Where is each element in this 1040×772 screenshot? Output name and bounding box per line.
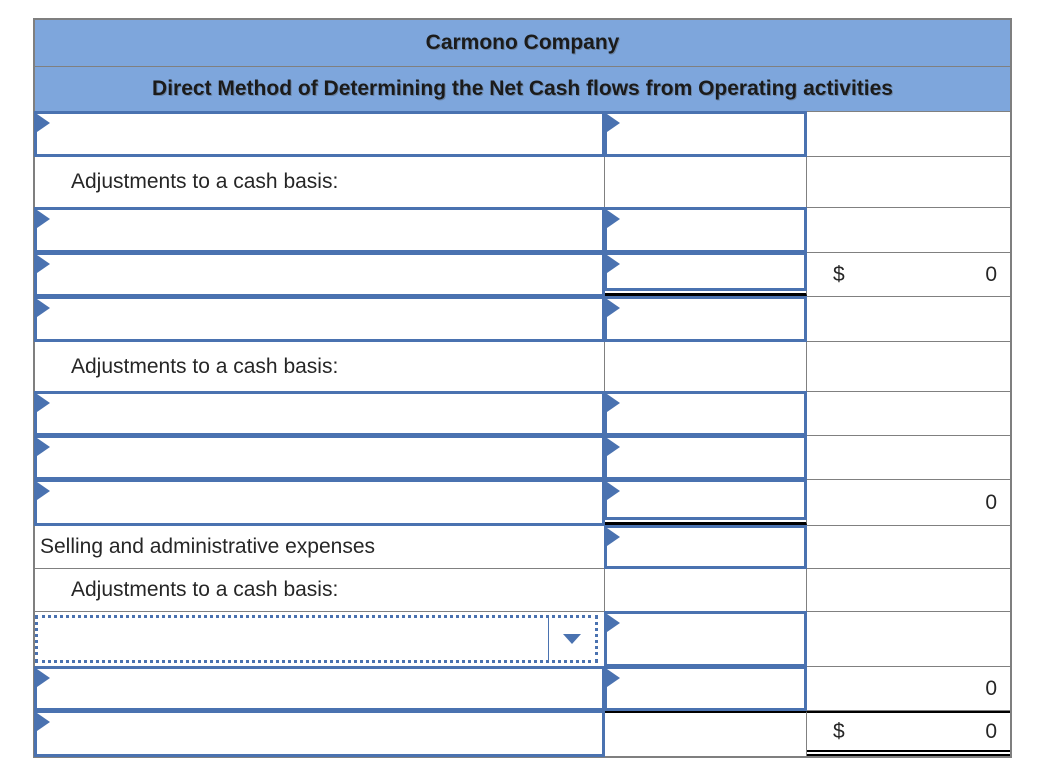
table-row: $ 0 <box>34 710 1010 757</box>
description-cell <box>34 666 605 711</box>
description-input[interactable] <box>34 252 605 297</box>
amount-input[interactable] <box>604 435 807 480</box>
net-total-cell: $ 0 <box>807 711 1010 756</box>
adjustments-label: Adjustments to a cash basis: <box>71 354 339 378</box>
total-cell <box>807 392 1010 435</box>
table-title-row: Carmono Company <box>35 20 1010 67</box>
description-cell <box>34 710 605 757</box>
total-amount: 0 <box>985 490 997 514</box>
section-label-cell: Adjustments to a cash basis: <box>35 342 605 391</box>
amount-cell <box>604 525 807 569</box>
amount-cell <box>604 207 807 253</box>
table-row: 0 <box>34 666 1010 711</box>
table-row: Adjustments to a cash basis: <box>35 157 1010 208</box>
worksheet-table: Carmono Company Direct Method of Determi… <box>33 18 1012 758</box>
adjustments-label: Adjustments to a cash basis: <box>71 578 339 601</box>
section-label-cell: Adjustments to a cash basis: <box>35 157 605 207</box>
currency-symbol: $ <box>833 719 845 743</box>
amount-input[interactable] <box>604 479 807 520</box>
line-item-label-cell: Selling and administrative expenses <box>35 526 605 568</box>
company-title: Carmono Company <box>425 31 620 54</box>
description-input[interactable] <box>34 296 605 342</box>
description-cell <box>34 207 605 253</box>
amount-cell <box>604 391 807 436</box>
amount-input[interactable] <box>604 252 807 291</box>
description-cell <box>34 391 605 436</box>
table-row: Adjustments to a cash basis: <box>35 342 1010 392</box>
dropdown-button[interactable] <box>548 618 595 660</box>
description-input[interactable] <box>34 710 605 757</box>
statement-subtitle: Direct Method of Determining the Net Cas… <box>152 77 893 100</box>
table-subtitle-row: Direct Method of Determining the Net Cas… <box>35 67 1010 112</box>
amount-input[interactable] <box>604 207 807 253</box>
section-label-cell: Adjustments to a cash basis: <box>35 569 605 611</box>
total-cell <box>807 208 1010 252</box>
description-input[interactable] <box>34 391 605 436</box>
total-cell <box>807 569 1010 611</box>
amount-cell-subtotal <box>604 479 807 525</box>
amount-cell <box>604 435 807 480</box>
description-input[interactable] <box>34 666 605 711</box>
table-row: 0 <box>34 479 1010 526</box>
amount-cell <box>605 157 807 207</box>
total-cell <box>807 157 1010 207</box>
table-row: Adjustments to a cash basis: <box>35 569 1010 612</box>
total-amount: 0 <box>985 676 997 700</box>
description-cell <box>34 252 605 297</box>
amount-cell <box>604 611 807 667</box>
description-dropdown[interactable] <box>35 615 598 663</box>
table-row <box>34 435 1010 480</box>
amount-input[interactable] <box>604 391 807 436</box>
amount-cell-subtotal <box>604 252 807 296</box>
amount-input[interactable] <box>604 296 807 342</box>
table-row <box>35 611 1010 667</box>
amount-input[interactable] <box>604 666 807 711</box>
description-input[interactable] <box>34 207 605 253</box>
amount-cell <box>605 569 807 611</box>
description-input[interactable] <box>34 435 605 480</box>
currency-symbol: $ <box>833 262 845 286</box>
description-input[interactable] <box>34 479 605 526</box>
amount-cell <box>605 711 807 756</box>
total-cell <box>807 297 1010 341</box>
total-cell <box>807 342 1010 391</box>
dropdown-cell <box>35 612 605 666</box>
amount-cell <box>604 111 807 157</box>
description-cell <box>34 479 605 526</box>
selling-admin-label: Selling and administrative expenses <box>40 535 376 558</box>
description-cell <box>34 296 605 342</box>
table-row <box>34 111 1010 157</box>
description-input[interactable] <box>34 111 605 157</box>
section-total-cell: $ 0 <box>807 253 1010 296</box>
total-cell <box>807 526 1010 568</box>
total-cell <box>807 112 1010 156</box>
total-amount: 0 <box>985 262 997 286</box>
table-row <box>34 391 1010 436</box>
dropdown-arrow-icon <box>563 634 581 644</box>
amount-input[interactable] <box>604 525 807 569</box>
description-cell <box>34 111 605 157</box>
amount-cell <box>604 666 807 711</box>
amount-cell <box>605 342 807 391</box>
section-total-cell: 0 <box>807 667 1010 710</box>
table-row: Selling and administrative expenses <box>35 525 1010 569</box>
table-row <box>34 296 1010 342</box>
section-total-cell: 0 <box>807 480 1010 525</box>
amount-input[interactable] <box>604 611 807 667</box>
table-row <box>34 207 1010 253</box>
table-row: $ 0 <box>34 252 1010 297</box>
total-cell <box>807 612 1010 666</box>
total-cell <box>807 436 1010 479</box>
adjustments-label: Adjustments to a cash basis: <box>71 170 339 193</box>
amount-cell <box>604 296 807 342</box>
amount-input[interactable] <box>604 111 807 157</box>
description-cell <box>34 435 605 480</box>
net-total-amount: 0 <box>985 719 997 743</box>
